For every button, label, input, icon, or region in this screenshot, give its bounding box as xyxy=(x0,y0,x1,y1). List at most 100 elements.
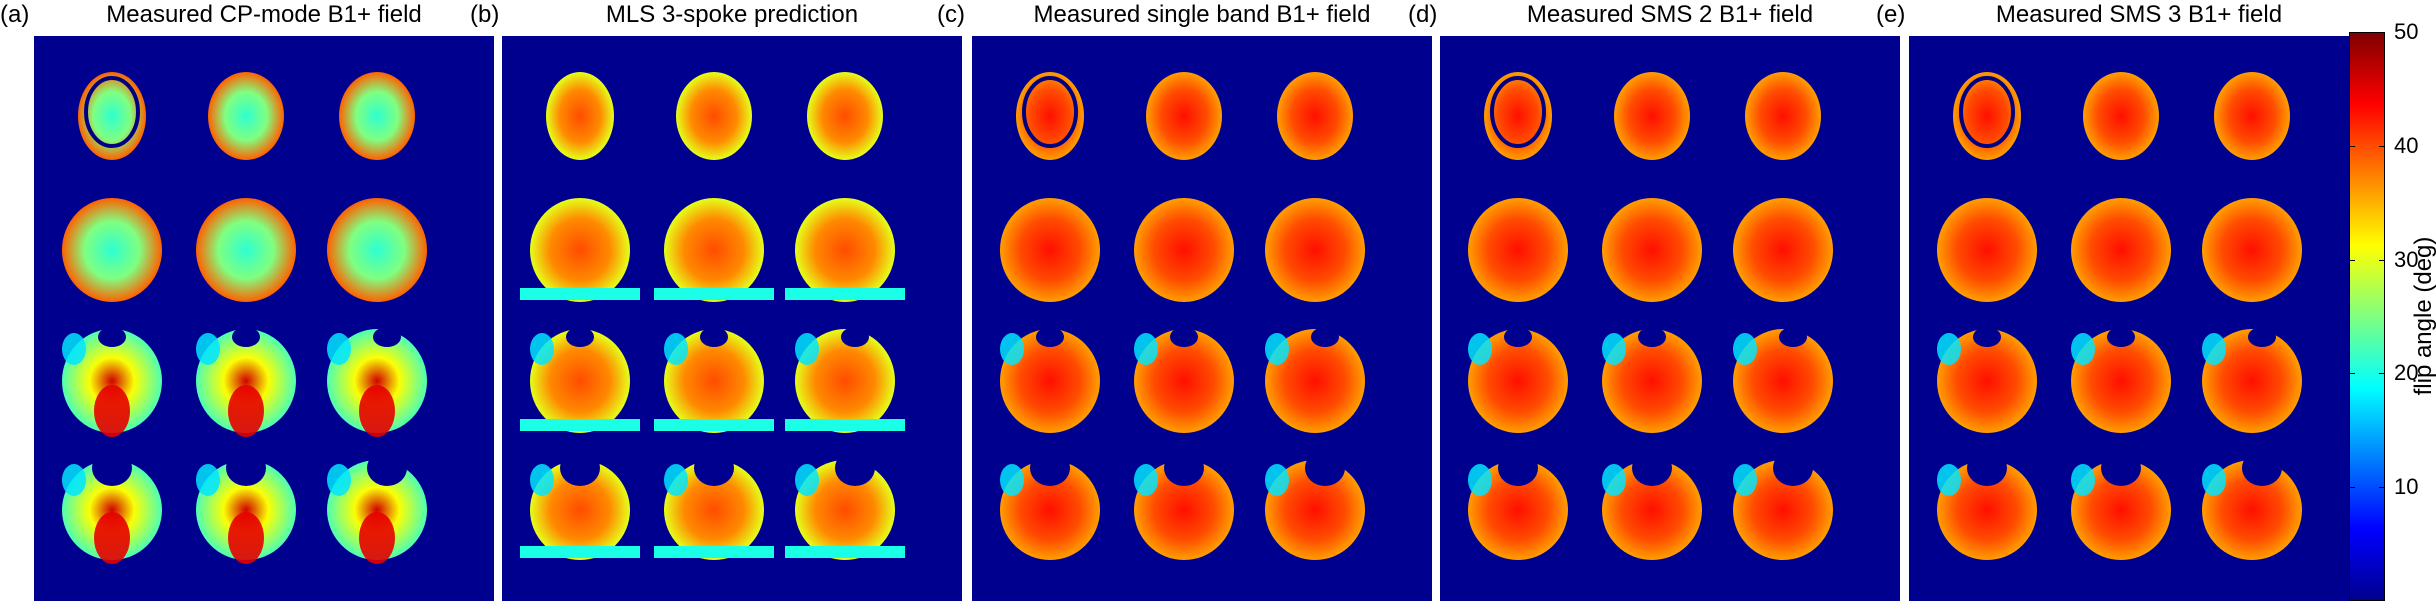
signal-void xyxy=(1773,450,1813,486)
low-field-patch xyxy=(1265,333,1289,365)
brain-slice xyxy=(1277,72,1353,160)
low-field-patch xyxy=(795,464,819,496)
brain-slice xyxy=(1937,198,2037,302)
low-field-patch xyxy=(1733,333,1757,365)
mosaic-svg xyxy=(1000,72,1365,560)
skull-ring xyxy=(1490,76,1546,148)
colorbar-tick-mark xyxy=(2349,145,2355,147)
low-field-patch xyxy=(327,333,351,365)
panel-title: Measured CP-mode B1+ field xyxy=(106,1,422,28)
high-field-spot xyxy=(359,385,395,437)
panel-tag: (e) xyxy=(1876,1,1906,28)
low-field-patch xyxy=(1937,464,1961,496)
colorbar-tick-label: 30 xyxy=(2394,246,2419,272)
panel-tag: (c) xyxy=(937,1,965,28)
colorbar-tick-label: 10 xyxy=(2394,474,2419,500)
low-field-patch xyxy=(196,333,220,365)
brain-slice xyxy=(196,460,296,560)
low-field-patch xyxy=(1000,333,1024,365)
brain-slice xyxy=(664,460,764,560)
prediction-edge-bar xyxy=(520,546,640,558)
colorbar-tick-mark xyxy=(2349,259,2355,261)
signal-void xyxy=(1498,450,1538,486)
low-field-patch xyxy=(2071,464,2095,496)
brain-slice xyxy=(1468,329,1568,433)
b1-map-mosaic xyxy=(972,36,1432,601)
colorbar-tick-mark xyxy=(2379,373,2385,375)
brain-slice xyxy=(795,460,895,560)
panel-title: Measured single band B1+ field xyxy=(1033,1,1371,28)
signal-void xyxy=(2107,327,2135,347)
brain-slice xyxy=(1000,329,1100,433)
signal-void xyxy=(2248,327,2276,347)
brain-slice xyxy=(62,460,162,560)
prediction-edge-bar xyxy=(785,288,905,300)
panel-tag: (b) xyxy=(470,1,500,28)
b1-map-mosaic xyxy=(1909,36,2369,601)
low-field-patch xyxy=(1000,464,1024,496)
signal-void xyxy=(373,327,401,347)
signal-void xyxy=(1632,450,1672,486)
skull-ring xyxy=(1959,76,2015,148)
skull-ring xyxy=(1022,76,1078,148)
panel-tag: (a) xyxy=(0,1,30,28)
signal-void xyxy=(1311,327,1339,347)
brain-slice xyxy=(1265,198,1365,302)
prediction-edge-bar xyxy=(654,419,774,431)
b1-map-mosaic xyxy=(1440,36,1900,601)
brain-slice xyxy=(795,329,895,433)
brain-slice xyxy=(1602,198,1702,302)
prediction-edge-bar xyxy=(785,419,905,431)
low-field-patch xyxy=(1937,333,1961,365)
signal-void xyxy=(700,327,728,347)
brain-slice xyxy=(1000,198,1100,302)
low-field-patch xyxy=(530,464,554,496)
signal-void xyxy=(1638,327,1666,347)
brain-slice xyxy=(2202,198,2302,302)
signal-void xyxy=(2101,450,2141,486)
brain-slice xyxy=(546,72,614,160)
brain-slice xyxy=(327,198,427,302)
brain-slice xyxy=(2202,329,2302,433)
b1-map-mosaic xyxy=(34,36,494,601)
colorbar-tick-mark xyxy=(2379,487,2385,489)
brain-slice xyxy=(664,198,764,302)
colorbar-tick-mark xyxy=(2379,145,2385,147)
low-field-patch xyxy=(1134,333,1158,365)
signal-void xyxy=(2242,450,2282,486)
brain-slice xyxy=(196,329,296,433)
brain-slice xyxy=(2202,460,2302,560)
low-field-patch xyxy=(1733,464,1757,496)
signal-void xyxy=(1164,450,1204,486)
low-field-patch xyxy=(62,333,86,365)
b1-map-mosaic xyxy=(502,36,962,601)
colorbar-tick-label: 20 xyxy=(2394,360,2419,386)
signal-void xyxy=(1036,327,1064,347)
low-field-patch xyxy=(1134,464,1158,496)
brain-slice xyxy=(327,460,427,560)
brain-slice xyxy=(339,72,415,160)
signal-void xyxy=(694,450,734,486)
brain-slice xyxy=(795,198,895,302)
signal-void xyxy=(98,327,126,347)
signal-void xyxy=(1779,327,1807,347)
low-field-patch xyxy=(327,464,351,496)
signal-void xyxy=(1170,327,1198,347)
low-field-patch xyxy=(2202,333,2226,365)
signal-void xyxy=(835,450,875,486)
brain-slice xyxy=(1614,72,1690,160)
mosaic-svg xyxy=(62,72,427,564)
colorbar-tick-mark xyxy=(2349,373,2355,375)
brain-slice xyxy=(1468,460,1568,560)
brain-slice xyxy=(1146,72,1222,160)
colorbar-tick-mark xyxy=(2349,32,2355,33)
low-field-patch xyxy=(664,464,688,496)
high-field-spot xyxy=(94,512,130,564)
low-field-patch xyxy=(795,333,819,365)
signal-void xyxy=(1030,450,1070,486)
brain-slice xyxy=(530,329,630,433)
mosaic-svg xyxy=(1937,72,2302,560)
panel-title: Measured SMS 3 B1+ field xyxy=(1995,1,2283,28)
brain-slice xyxy=(664,329,764,433)
brain-slice xyxy=(1937,460,2037,560)
